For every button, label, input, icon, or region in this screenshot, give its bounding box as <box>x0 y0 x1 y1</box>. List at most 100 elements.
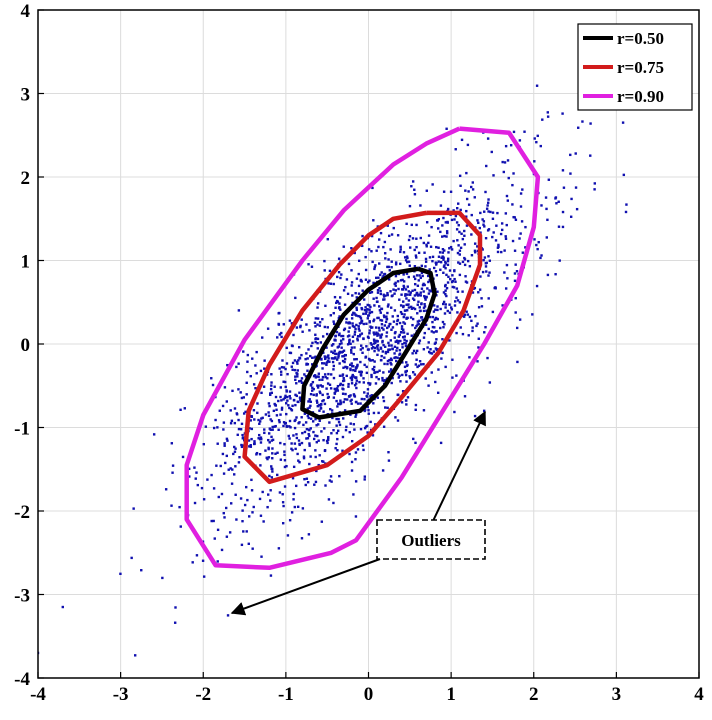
scatter-point <box>210 519 213 523</box>
scatter-point <box>395 322 399 326</box>
scatter-point <box>412 306 415 310</box>
scatter-point <box>366 405 369 409</box>
scatter-point <box>359 402 362 405</box>
scatter-point <box>427 292 431 295</box>
scatter-point <box>298 421 301 424</box>
scatter-point <box>351 294 354 297</box>
scatter-point <box>353 395 357 398</box>
contour-lines <box>184 126 541 571</box>
scatter-point <box>329 407 332 411</box>
scatter-point <box>384 294 387 297</box>
scatter-point <box>246 498 249 502</box>
scatter-point <box>523 130 526 133</box>
scatter-point <box>337 429 340 432</box>
scatter-point <box>300 537 304 540</box>
scatter-point <box>386 305 390 308</box>
scatter-point <box>405 399 408 402</box>
scatter-point <box>521 251 525 254</box>
scatter-point <box>242 530 245 533</box>
scatter-point <box>355 296 358 299</box>
scatter-point <box>290 409 294 412</box>
scatter-point <box>330 357 334 360</box>
scatter-point <box>178 505 181 509</box>
outliers-label-box <box>376 519 486 560</box>
scatter-point <box>308 329 311 332</box>
scatter-point <box>278 491 282 494</box>
scatter-point <box>244 402 248 406</box>
scatter-point <box>339 308 342 311</box>
scatter-point <box>323 427 326 430</box>
scatter-point <box>248 445 251 448</box>
scatter-point <box>371 260 374 264</box>
scatter-point <box>366 317 370 320</box>
scatter-point <box>430 352 434 355</box>
scatter-point <box>491 217 495 221</box>
scatter-point <box>331 360 335 364</box>
scatter-point <box>405 297 408 300</box>
scatter-point <box>413 248 416 252</box>
scatter-point <box>440 357 443 360</box>
scatter-point <box>386 350 390 354</box>
scatter-point <box>295 360 299 364</box>
scatter-point <box>456 206 459 210</box>
scatter-point <box>294 447 297 451</box>
scatter-point <box>309 404 312 408</box>
scatter-point <box>514 296 517 300</box>
scatter-point <box>224 506 228 510</box>
scatter-point <box>283 459 287 462</box>
scatter-point <box>350 317 354 320</box>
scatter-point <box>319 391 322 395</box>
scatter-point <box>309 427 312 430</box>
scatter-point <box>243 503 247 507</box>
scatter-point <box>282 504 285 508</box>
scatter-point <box>378 309 382 312</box>
scatter-point <box>272 409 276 413</box>
scatter-point <box>342 417 345 420</box>
scatter-point <box>269 393 272 396</box>
scatter-point <box>453 410 456 414</box>
scatter-point <box>468 356 471 359</box>
legend-label-r090: r=0.90 <box>617 87 664 106</box>
scatter-point <box>332 351 335 355</box>
scatter-point <box>349 363 352 367</box>
scatter-point <box>357 314 360 318</box>
scatter-point <box>183 407 187 410</box>
scatter-point <box>258 422 261 425</box>
scatter-point <box>342 355 346 358</box>
scatter-point <box>427 327 430 331</box>
scatter-point <box>295 382 298 385</box>
scatter-point <box>285 412 288 416</box>
scatter-point <box>308 406 311 409</box>
scatter-point <box>130 556 133 560</box>
scatter-point <box>370 343 373 346</box>
scatter-point <box>228 531 232 534</box>
scatter-point <box>315 399 319 402</box>
scatter-point <box>453 218 456 221</box>
scatter-point <box>239 497 243 500</box>
scatter-point <box>449 277 452 281</box>
scatter-point <box>389 357 393 360</box>
scatter-point <box>324 356 327 359</box>
scatter-point <box>441 255 444 258</box>
scatter-point <box>356 339 359 342</box>
scatter-point <box>569 153 572 157</box>
scatter-point <box>409 246 412 249</box>
scatter-point <box>284 394 287 398</box>
scatter-point <box>441 351 444 355</box>
scatter-point <box>311 356 314 359</box>
scatter-point <box>402 321 405 324</box>
scatter-point <box>370 347 374 350</box>
scatter-point <box>443 312 447 315</box>
scatter-point <box>282 380 285 383</box>
scatter-point <box>329 282 333 285</box>
scatter-point <box>383 240 387 244</box>
scatter-point <box>349 394 352 397</box>
scatter-point <box>280 373 283 376</box>
scatter-point <box>317 372 321 375</box>
scatter-point <box>250 427 254 431</box>
scatter-point <box>333 387 336 391</box>
scatter-point <box>487 198 490 201</box>
scatter-point <box>337 417 340 421</box>
scatter-point <box>277 428 280 431</box>
scatter-point <box>506 159 510 162</box>
